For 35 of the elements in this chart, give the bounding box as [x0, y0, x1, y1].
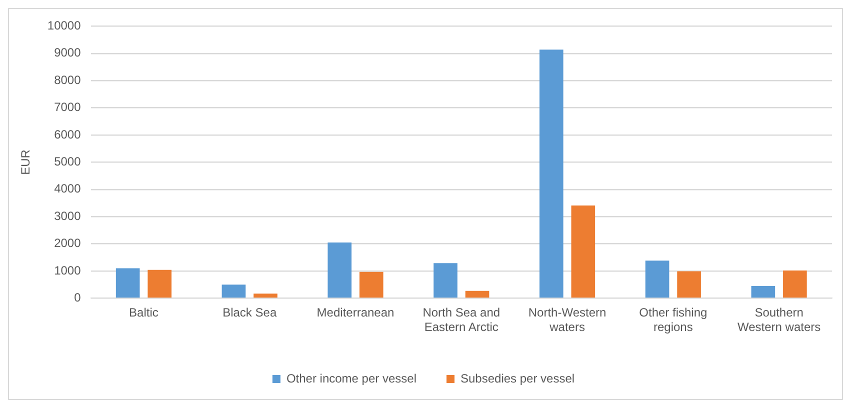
x-tick-label: Mediterranean — [316, 306, 394, 320]
bar — [539, 50, 564, 298]
x-tick-label: Other fishing regions — [639, 306, 708, 334]
x-tick-label: North-Western waters — [528, 306, 606, 334]
x-tick-label: Baltic — [129, 306, 158, 320]
y-tick-label: 5000 — [54, 154, 82, 169]
y-tick-label: 9000 — [54, 46, 82, 60]
bar — [328, 242, 352, 298]
y-tick-label: 2000 — [54, 236, 82, 250]
y-tick-label: 7000 — [54, 100, 82, 114]
bar — [751, 286, 776, 298]
y-tick-label: 10000 — [47, 18, 82, 33]
bar — [571, 205, 596, 298]
x-tick-label: North Sea and Eastern Arctic — [422, 306, 500, 334]
bar — [645, 260, 670, 298]
bar — [434, 263, 458, 298]
bar — [359, 272, 384, 298]
bar — [465, 290, 490, 298]
y-tick-label: 0 — [74, 290, 82, 305]
y-tick-label: 8000 — [54, 72, 82, 87]
bar — [116, 268, 140, 298]
bar — [254, 294, 278, 298]
y-tick-label: 3000 — [54, 208, 82, 223]
y-axis-title: EUR — [18, 149, 33, 175]
bar — [222, 284, 246, 298]
x-tick-label: Black Sea — [222, 306, 277, 320]
legend-label: Subsedies per vessel — [460, 371, 575, 386]
bar — [783, 270, 807, 298]
y-tick-label: 1000 — [54, 263, 82, 278]
y-tick-label: 4000 — [54, 182, 82, 196]
legend-label: Other income per vessel — [286, 371, 417, 386]
bar — [148, 270, 172, 298]
x-tick-label: Southern Western waters — [737, 306, 821, 334]
bar — [677, 271, 701, 298]
y-tick-label: 6000 — [54, 127, 82, 142]
